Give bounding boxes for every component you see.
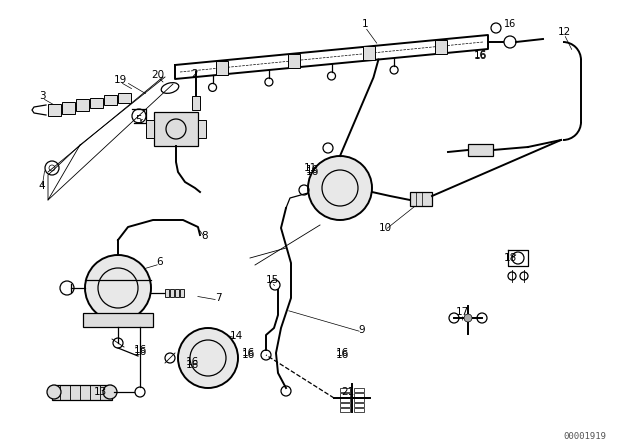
- Text: 1: 1: [362, 19, 368, 29]
- Text: 18: 18: [504, 253, 516, 263]
- Bar: [90, 98, 103, 108]
- Text: 9: 9: [358, 325, 365, 335]
- Bar: [165, 289, 169, 297]
- Text: 5: 5: [134, 115, 141, 125]
- Bar: [340, 398, 350, 402]
- Bar: [216, 60, 228, 74]
- Text: 16: 16: [241, 348, 255, 358]
- Bar: [288, 54, 300, 68]
- Bar: [435, 39, 447, 53]
- Text: 21: 21: [341, 387, 355, 397]
- Bar: [83, 313, 153, 327]
- Bar: [146, 120, 154, 138]
- Text: 16: 16: [186, 357, 198, 367]
- Bar: [354, 398, 364, 402]
- Bar: [340, 403, 350, 407]
- Text: 16: 16: [241, 350, 255, 360]
- Text: 16: 16: [335, 350, 349, 360]
- Circle shape: [85, 255, 151, 321]
- Bar: [340, 388, 350, 392]
- Text: 11: 11: [303, 163, 317, 173]
- Bar: [52, 385, 112, 400]
- Bar: [104, 95, 117, 105]
- Bar: [192, 96, 200, 110]
- Text: 7: 7: [214, 293, 221, 303]
- Bar: [170, 289, 174, 297]
- Ellipse shape: [161, 82, 179, 93]
- Bar: [340, 408, 350, 412]
- Bar: [354, 408, 364, 412]
- Bar: [76, 99, 89, 111]
- Bar: [154, 112, 198, 146]
- Text: 15: 15: [266, 275, 278, 285]
- Text: 16: 16: [474, 50, 486, 60]
- Text: 20: 20: [152, 70, 164, 80]
- Text: 16: 16: [305, 165, 319, 175]
- Text: 00001919: 00001919: [563, 431, 607, 440]
- Bar: [354, 393, 364, 397]
- Bar: [363, 47, 375, 60]
- Text: 13: 13: [93, 387, 107, 397]
- Bar: [468, 144, 493, 156]
- Text: 10: 10: [378, 223, 392, 233]
- Text: 16: 16: [474, 51, 486, 61]
- Text: 4: 4: [38, 181, 45, 191]
- Circle shape: [47, 385, 61, 399]
- Bar: [198, 120, 206, 138]
- Text: 16: 16: [186, 360, 198, 370]
- Text: 3: 3: [38, 91, 45, 101]
- Circle shape: [308, 156, 372, 220]
- Bar: [118, 92, 131, 103]
- Bar: [62, 102, 75, 113]
- Bar: [48, 104, 61, 116]
- Circle shape: [178, 328, 238, 388]
- Bar: [410, 192, 432, 206]
- Bar: [354, 403, 364, 407]
- Bar: [354, 388, 364, 392]
- Text: 16: 16: [335, 348, 349, 358]
- Text: 16: 16: [133, 345, 147, 355]
- Bar: [180, 289, 184, 297]
- Text: 14: 14: [229, 331, 243, 341]
- Text: 8: 8: [202, 231, 208, 241]
- Text: 16: 16: [504, 19, 516, 29]
- Text: 2: 2: [192, 69, 198, 79]
- Circle shape: [103, 385, 117, 399]
- Text: 19: 19: [113, 75, 127, 85]
- Bar: [175, 289, 179, 297]
- Text: 6: 6: [157, 257, 163, 267]
- Text: 16: 16: [133, 347, 147, 357]
- Text: 12: 12: [557, 27, 571, 37]
- Text: 16: 16: [305, 167, 319, 177]
- Circle shape: [464, 314, 472, 322]
- Text: 17: 17: [456, 307, 468, 317]
- Bar: [340, 393, 350, 397]
